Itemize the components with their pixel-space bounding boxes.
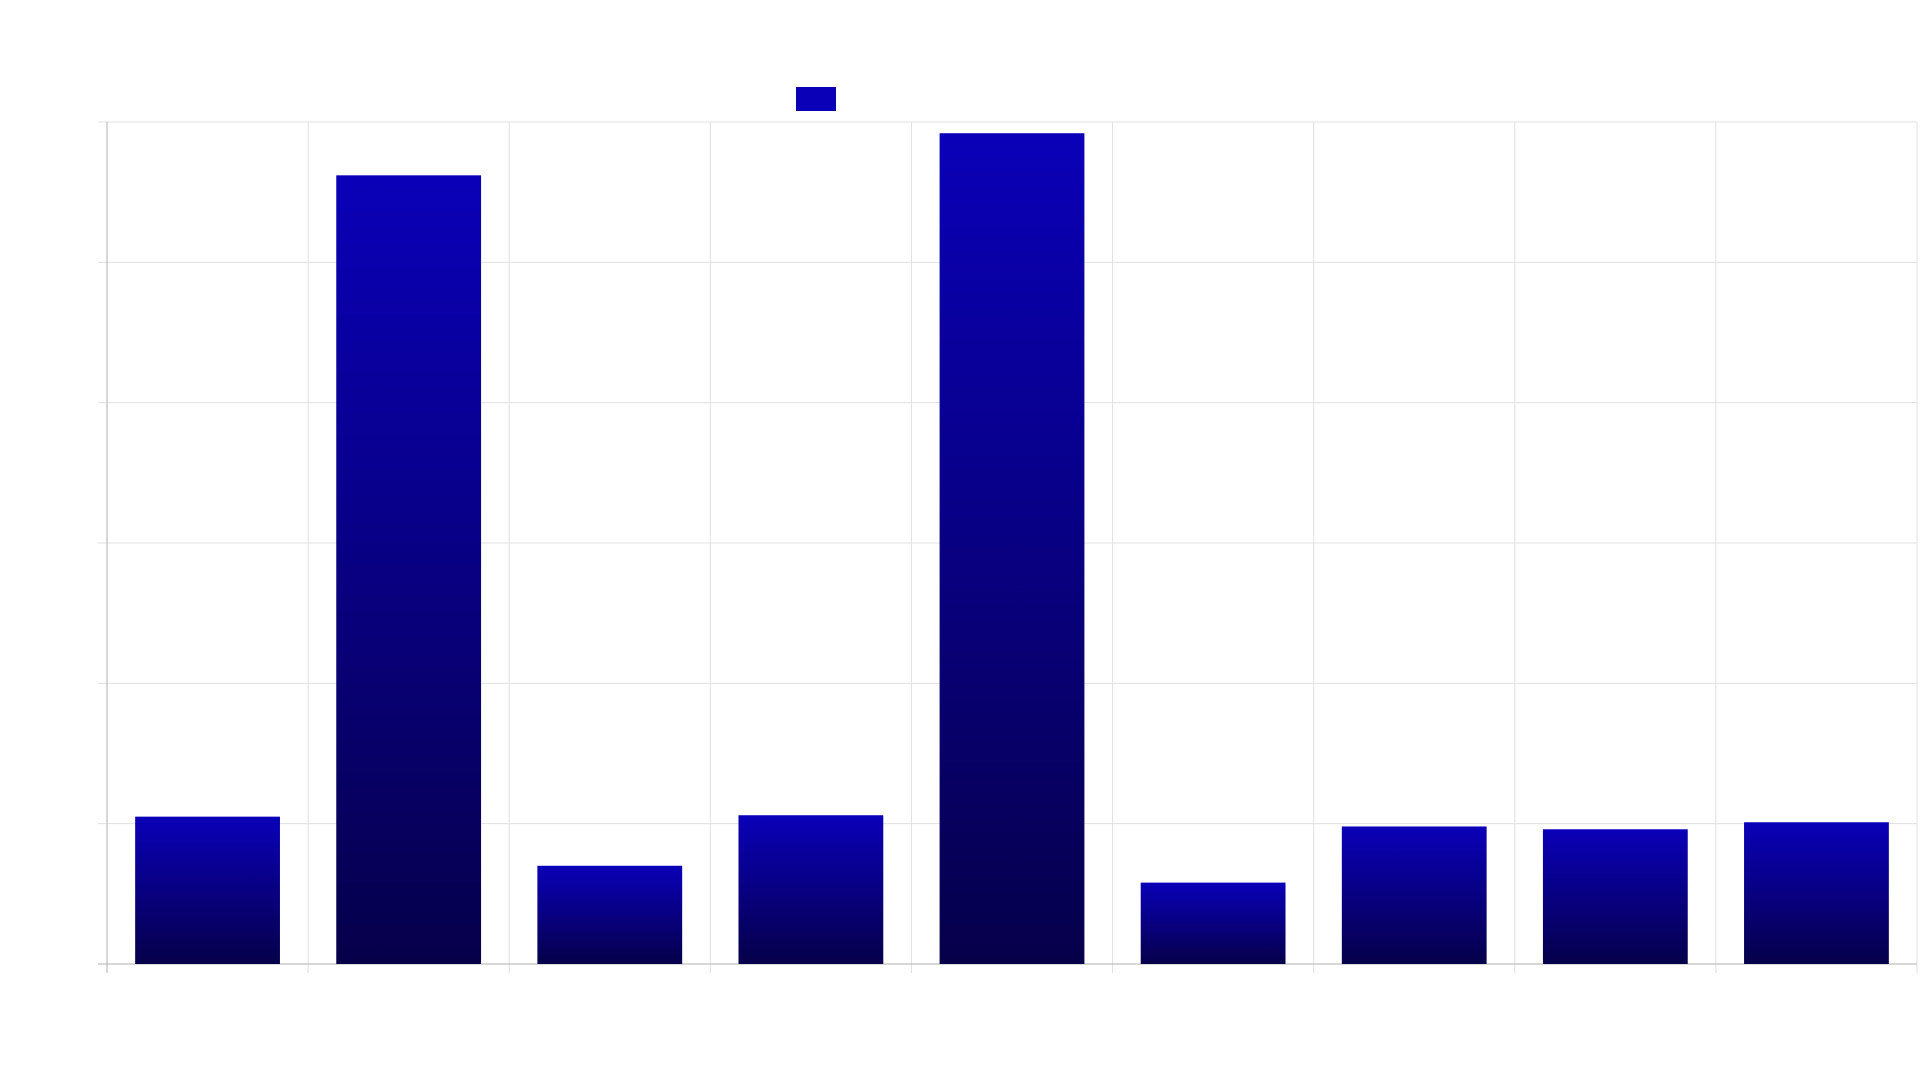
bar <box>939 133 1085 964</box>
bar <box>1542 829 1688 964</box>
legend <box>796 87 836 111</box>
bar <box>1744 822 1889 964</box>
legend-swatch <box>796 87 836 111</box>
bar <box>738 815 884 964</box>
bar-series <box>135 133 1889 964</box>
bar <box>537 865 683 964</box>
bar <box>135 816 280 964</box>
bar <box>1341 826 1487 964</box>
bar <box>1140 882 1286 964</box>
bar <box>336 175 482 964</box>
